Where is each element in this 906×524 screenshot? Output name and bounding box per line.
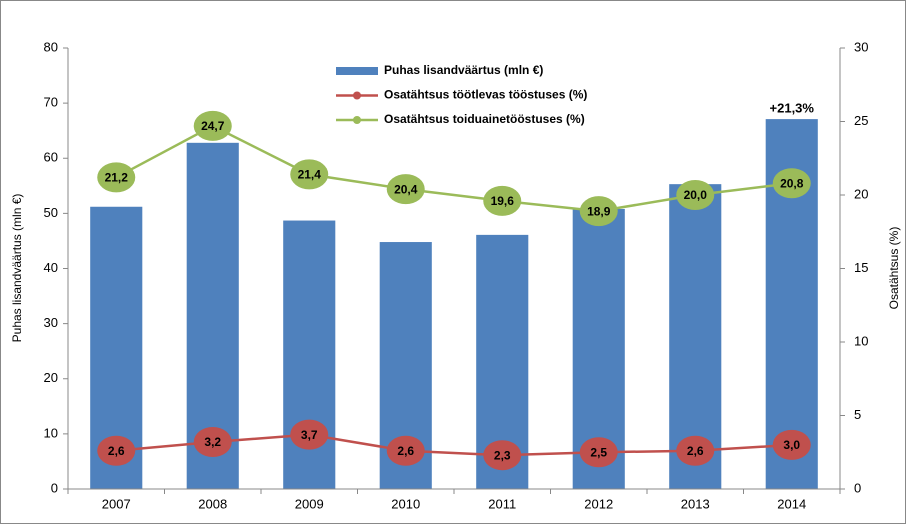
x-tick-label: 2011 bbox=[488, 496, 516, 511]
marker bbox=[193, 426, 232, 457]
y-tick-label: 70 bbox=[44, 95, 58, 110]
data-label: 3,2 bbox=[204, 435, 221, 449]
data-label: 24,7 bbox=[201, 119, 225, 133]
legend-box bbox=[260, 58, 600, 134]
marker bbox=[97, 162, 136, 193]
marker bbox=[676, 435, 715, 466]
annotation: +21,3% bbox=[770, 101, 815, 116]
marker bbox=[290, 159, 329, 190]
marker bbox=[97, 435, 136, 466]
y2-tick-label: 20 bbox=[854, 186, 868, 201]
y2-tick-label: 15 bbox=[854, 260, 868, 275]
y-tick-label: 30 bbox=[44, 315, 58, 330]
y2-axis-label: Osatähtsus (%) bbox=[887, 227, 901, 310]
marker bbox=[579, 196, 618, 227]
y-tick-label: 80 bbox=[44, 39, 58, 54]
data-label: 2,3 bbox=[494, 448, 511, 462]
x-tick-label: 2012 bbox=[584, 496, 613, 511]
legend-label: Puhas lisandväärtus (mln €) bbox=[384, 63, 543, 77]
marker bbox=[483, 185, 522, 216]
data-label: 2,6 bbox=[108, 444, 125, 458]
legend-label: Osatähtsus toiduainetööstuses (%) bbox=[384, 112, 585, 126]
marker bbox=[290, 419, 329, 450]
data-label: 20,0 bbox=[684, 188, 708, 202]
y-tick-label: 10 bbox=[44, 425, 58, 440]
data-label: 2,6 bbox=[397, 444, 414, 458]
marker bbox=[483, 440, 522, 471]
x-tick-label: 2008 bbox=[198, 496, 227, 511]
x-tick-label: 2009 bbox=[295, 496, 324, 511]
data-label: 3,7 bbox=[301, 428, 318, 442]
marker bbox=[676, 180, 715, 210]
data-label: 20,8 bbox=[780, 176, 804, 190]
legend-label: Osatähtsus töötlevas tööstuses (%) bbox=[384, 88, 587, 102]
y-tick-label: 0 bbox=[51, 480, 58, 495]
marker bbox=[386, 174, 425, 205]
data-label: 21,2 bbox=[105, 171, 129, 185]
x-tick-label: 2014 bbox=[777, 496, 806, 511]
y-tick-label: 50 bbox=[44, 205, 58, 220]
y2-tick-label: 0 bbox=[854, 480, 861, 495]
data-label: 18,9 bbox=[587, 204, 611, 218]
marker bbox=[772, 429, 811, 460]
legend-swatch bbox=[353, 116, 361, 124]
marker bbox=[193, 110, 232, 141]
data-label: 2,6 bbox=[687, 444, 704, 458]
y-tick-label: 20 bbox=[44, 370, 58, 385]
marker bbox=[386, 435, 425, 466]
data-label: 2,5 bbox=[590, 445, 607, 459]
y-tick-label: 60 bbox=[44, 150, 58, 165]
data-label: 21,4 bbox=[298, 168, 322, 182]
marker bbox=[579, 437, 618, 468]
x-tick-label: 2010 bbox=[391, 496, 420, 511]
y-tick-label: 40 bbox=[44, 260, 58, 275]
y-axis-label: Puhas lisandväärtus (mln €) bbox=[10, 194, 24, 343]
legend-swatch bbox=[353, 91, 361, 100]
y2-tick-label: 25 bbox=[854, 113, 868, 128]
marker bbox=[772, 168, 811, 199]
y2-tick-label: 10 bbox=[854, 333, 868, 348]
data-label: 20,4 bbox=[394, 182, 418, 196]
data-label: 19,6 bbox=[491, 194, 515, 208]
x-tick-label: 2007 bbox=[102, 496, 131, 511]
legend-swatch bbox=[336, 67, 378, 75]
data-label: 3,0 bbox=[783, 438, 800, 452]
y2-tick-label: 30 bbox=[854, 39, 868, 54]
x-tick-label: 2013 bbox=[681, 496, 710, 511]
y2-tick-label: 5 bbox=[854, 407, 861, 422]
